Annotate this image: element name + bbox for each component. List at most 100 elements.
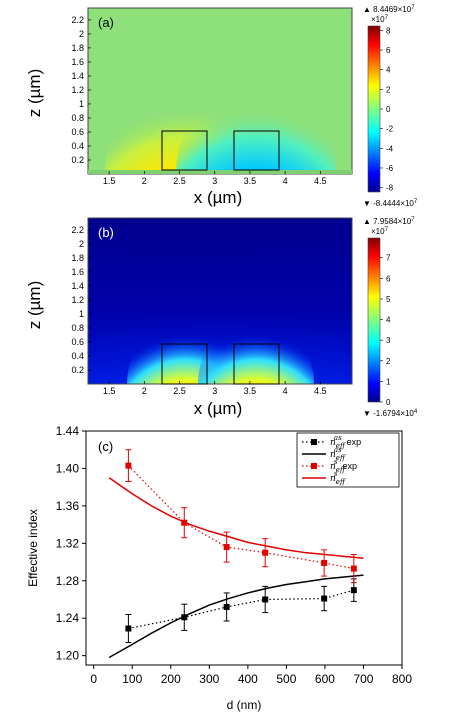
data-point (125, 462, 132, 469)
legend-label: neffs (330, 470, 346, 486)
y-tick-label: 0.4 (71, 351, 84, 361)
legend-entry: neffas exp (302, 434, 361, 450)
y-axis-title: z (µm) (25, 69, 44, 118)
axes-b: 1.5 2 2.5 3 3.5 4 4.5 0.2 0.4 0.6 0.8 1 1.2 1.4 1.6 1.8… (71, 225, 326, 396)
y-tick-label: 0.4 (71, 141, 84, 151)
x-tick-label: 4 (283, 386, 288, 396)
y-tick-label: 1.4 (71, 281, 84, 291)
panel-label: (c) (98, 439, 113, 454)
y-tick-label: 0.6 (71, 337, 84, 347)
x-tick-label: 600 (315, 672, 335, 686)
x-tick-label: 4 (283, 176, 288, 186)
y-tick-label: 2 (79, 29, 84, 39)
colorbar-tick-label: 6 (386, 46, 391, 55)
y-tick-label: 1.2 (71, 85, 84, 95)
colorbar-tick-label: 1 (386, 377, 391, 386)
x-tick-label: 3.5 (244, 176, 257, 186)
x-tick-label: 2 (142, 386, 147, 396)
x-tick-label: 2 (142, 176, 147, 186)
series-1 (108, 574, 364, 659)
x-tick-label: 200 (161, 672, 181, 686)
x-tick-label: 3.5 (244, 386, 257, 396)
colorbar-a (367, 25, 381, 193)
x-tick-label: 800 (392, 672, 412, 686)
data-point (350, 565, 357, 572)
data-point (350, 587, 357, 594)
colorbar-tick-label: 3 (386, 336, 391, 345)
legend-label: neffs exp (330, 458, 357, 474)
series-line (128, 589, 354, 630)
x-tick-label: 3 (212, 386, 217, 396)
colorbar-scale-label: ×107 (371, 15, 389, 24)
y-tick-label: 1.36 (56, 499, 80, 513)
field-map-a (88, 8, 352, 174)
colorbar-max-label: ▲ 8.4469×107 (363, 5, 415, 14)
x-tick-label: 100 (122, 672, 142, 686)
colorbar-tick-label: 4 (386, 66, 391, 75)
y-axis-title: z (µm) (25, 281, 44, 330)
x-tick-label: 2.5 (173, 386, 186, 396)
y-tick-label: 1 (79, 309, 84, 319)
field-map-b (88, 218, 352, 384)
x-tick-label: 300 (199, 672, 219, 686)
colorbar-tick-label: 6 (386, 274, 391, 283)
colorbar-tick-label: 0 (386, 105, 391, 114)
y-tick-label: 0.2 (71, 155, 84, 165)
panel-b: (b) 1.5 2 2.5 3 3.5 4 4.50.20.40.60.811.21.41.… (25, 217, 418, 418)
x-axis-title: x (µm) (194, 399, 243, 418)
data-point (223, 603, 230, 610)
series-line (108, 477, 364, 560)
x-tick-label: 2.5 (173, 176, 186, 186)
colorbar-min-label: ▼ -8.4444×107 (363, 199, 418, 208)
colorbar-tick-label: -2 (386, 125, 394, 134)
x-axis-title: x (µm) (194, 188, 243, 207)
nanowire-right-b (233, 343, 280, 385)
data-point (262, 596, 269, 603)
data-point (223, 544, 230, 551)
nanowire-left-a (161, 130, 208, 171)
series-line (127, 465, 354, 570)
x-tick-label: 0 (90, 672, 97, 686)
legend-entry: neffs (302, 470, 346, 486)
colorbar-tick-label: 5 (386, 295, 391, 304)
y-tick-label: 1.8 (71, 253, 84, 263)
colorbar-tick-label: 7 (386, 254, 391, 263)
x-axis-title: d (nm) (227, 698, 262, 712)
series-3 (108, 477, 364, 560)
colorbar-tick-label: 8 (386, 26, 391, 35)
legend-marker (311, 463, 317, 469)
y-tick-label: 2.2 (71, 15, 84, 25)
legend-entry: neffs exp (302, 458, 357, 474)
y-tick-label: 1.2 (71, 295, 84, 305)
y-tick-label: 1 (79, 99, 84, 109)
data-point (321, 559, 328, 566)
field-lobe-right (198, 316, 314, 384)
colorbar-b (367, 237, 381, 403)
y-tick-label: 0.8 (71, 113, 84, 123)
legend-label: neffas (330, 446, 346, 462)
panel-label: (b) (98, 225, 114, 240)
panel-label: (a) (98, 15, 114, 30)
y-tick-label: 1.6 (71, 267, 84, 277)
colorbar-ticks-a: 8 6 4 2 0 -2 -4 -6 -8 (380, 26, 394, 193)
y-axis-title: Effective index (26, 509, 40, 587)
y-tick-label: 1.28 (56, 574, 80, 588)
x-tick-label: 1.5 (103, 386, 116, 396)
y-tick-label: 1.8 (71, 43, 84, 53)
x-tick-label: 3 (212, 176, 217, 186)
x-tick-label: 700 (353, 672, 373, 686)
series-line (108, 574, 364, 659)
y-tick-label: 1.40 (56, 461, 80, 475)
colorbar-tick-label: 4 (386, 316, 391, 325)
nanowire-right-a (233, 130, 280, 171)
colorbar-tick-label: -6 (386, 164, 394, 173)
plot-area-c (108, 449, 364, 659)
colorbar-max-label: ▲ 7.9584×107 (363, 217, 415, 226)
x-tick-label: 500 (276, 672, 296, 686)
axes-a: 1.5 2 2.5 3 3.5 4 4.5 0.2 0.4 0.6 0.8 1 1.2 1.4 1.6 1.8… (71, 15, 326, 186)
data-point (321, 595, 328, 602)
field-lobe-negative (176, 79, 336, 174)
colorbar-tick-label: 2 (386, 85, 391, 94)
